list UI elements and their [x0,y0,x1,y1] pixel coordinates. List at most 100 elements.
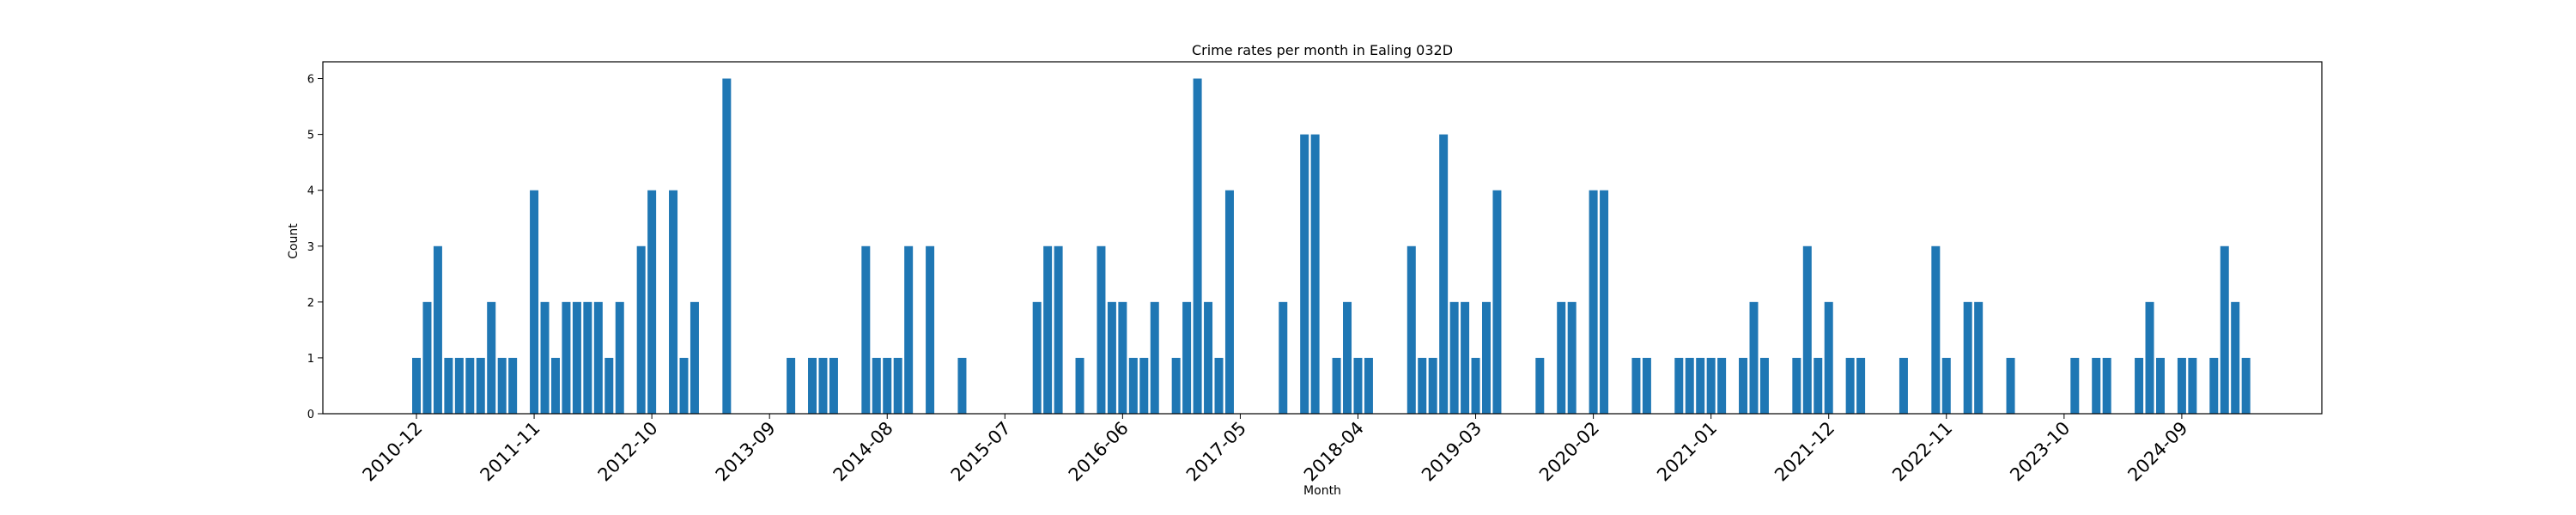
bar-2021-01 [1706,357,1716,414]
bar-2016-02 [1075,357,1084,414]
bar-2021-09 [1792,357,1801,414]
bar-2018-03 [1343,301,1352,414]
x-tick-label-2019-03: 2019-03 [1418,418,1485,486]
y-tick-label-1: 1 [307,353,314,366]
bar-2022-10 [1931,245,1941,414]
bar-2012-05 [593,301,603,414]
bar-2019-04 [1482,301,1491,414]
bar-2015-10 [1032,301,1042,414]
bar-2013-05 [722,78,732,415]
bar-2012-10 [647,190,657,414]
bar-2019-11 [1557,301,1566,414]
bar-2017-03 [1214,357,1224,414]
bar-2020-03 [1600,190,1609,414]
bar-2014-10 [904,245,914,414]
bar-2023-05 [2006,357,2015,414]
bar-2012-06 [605,357,614,414]
bar-2016-12 [1182,301,1192,414]
bar-2022-03 [1856,357,1866,414]
x-tick-label-2024-09: 2024-09 [2123,418,2191,486]
bar-2014-09 [893,357,902,414]
y-axis-ticks: 0 1 2 3 4 5 6 [307,74,323,421]
bar-2018-11 [1428,357,1437,414]
bar-2014-03 [829,357,838,414]
x-tick-label-2020-02: 2020-02 [1535,418,1603,486]
x-tick-label-2016-06: 2016-06 [1065,418,1133,486]
bar-2025-02 [2231,301,2240,414]
bar-2013-02 [690,301,699,414]
bar-2018-02 [1332,357,1341,414]
x-tick-label-2012-10: 2012-10 [594,418,662,486]
bar-2019-03 [1471,357,1480,414]
bar-2020-06 [1631,357,1641,414]
x-tick-label-2021-01: 2021-01 [1653,418,1721,486]
bar-2021-12 [1824,301,1833,414]
bar-2014-01 [808,357,817,414]
bar-2012-04 [583,301,592,414]
y-axis-label: Count [287,223,301,259]
bar-2014-06 [861,245,871,414]
bar-2013-01 [679,357,689,414]
bar-2012-12 [669,190,678,414]
bar-2018-05 [1364,357,1373,414]
bar-2022-02 [1845,357,1855,414]
bar-2015-11 [1043,245,1053,414]
bar-2017-09 [1279,301,1288,414]
x-tick-label-2023-10: 2023-10 [2006,418,2074,486]
bar-2011-06 [476,357,485,414]
bar-2010-12 [412,357,421,414]
bar-2020-10 [1674,357,1684,414]
bar-2011-12 [540,301,550,414]
bar-2011-04 [454,357,464,414]
bar-2016-11 [1171,357,1181,414]
bar-2016-08 [1139,357,1149,414]
bar-2013-11 [787,357,796,414]
bar-2021-06 [1759,357,1769,414]
bar-2012-07 [615,301,624,414]
bar-2017-04 [1224,190,1234,414]
plot-frame [322,61,2323,415]
bar-2011-02 [433,245,442,414]
bar-2024-05 [2135,357,2144,414]
bar-2017-12 [1310,134,1320,414]
bar-2012-01 [550,357,560,414]
bar-2018-04 [1353,357,1363,414]
bar-2021-11 [1814,357,1823,414]
bar-2024-10 [2188,357,2197,414]
bar-2012-02 [562,301,571,414]
bar-2019-02 [1461,301,1470,414]
x-tick-label-2014-08: 2014-08 [829,418,897,486]
bar-2025-03 [2241,357,2251,414]
bar-2014-08 [883,357,892,414]
bar-2024-01 [2092,357,2101,414]
x-tick-label-2015-07: 2015-07 [947,418,1015,486]
x-tick-label-2017-05: 2017-05 [1182,418,1250,486]
bars-group [412,78,2251,415]
bar-2016-04 [1097,245,1106,414]
x-tick-label-2022-11: 2022-11 [1888,418,1956,486]
bar-2011-03 [444,357,453,414]
bar-2019-01 [1449,301,1459,414]
bar-2024-07 [2155,357,2165,414]
bar-2024-02 [2102,357,2111,414]
bar-2024-12 [2209,357,2219,414]
bar-2011-07 [487,301,496,414]
bar-2014-07 [872,357,881,414]
x-tick-label-2018-04: 2018-04 [1300,418,1368,486]
bar-2011-09 [508,357,518,414]
x-tick-label-2021-12: 2021-12 [1771,418,1838,486]
bar-2015-03 [957,357,967,414]
bar-2021-05 [1749,301,1759,414]
bar-2023-11 [2070,357,2080,414]
bar-2021-10 [1802,245,1812,414]
bar-2020-07 [1642,357,1651,414]
bar-2022-11 [1941,357,1951,414]
x-axis-label: Month [1303,484,1341,498]
y-tick-label-0: 0 [307,409,314,421]
bar-2019-05 [1492,190,1502,414]
y-tick-label-5: 5 [307,130,314,142]
bar-2020-12 [1696,357,1705,414]
bar-2015-12 [1054,245,1063,414]
bar-2011-08 [497,357,507,414]
bar-2016-09 [1150,301,1159,414]
